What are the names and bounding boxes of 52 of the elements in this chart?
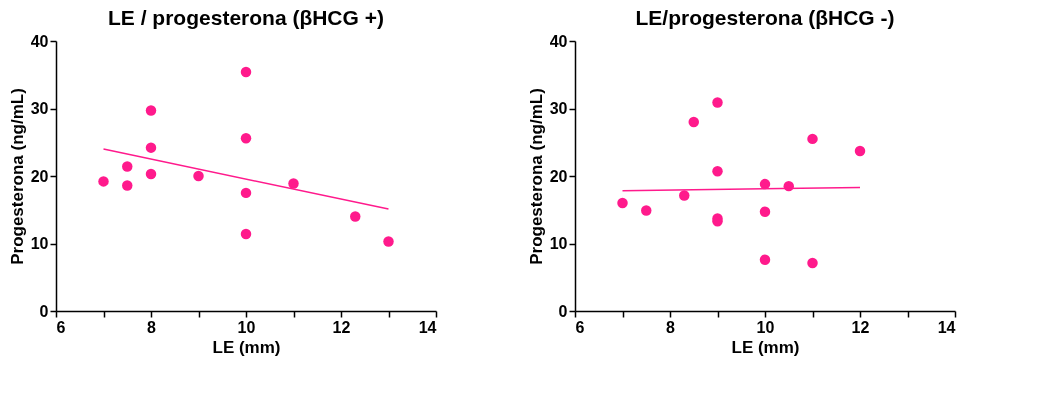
y-tick-label: 0 [39, 302, 49, 320]
y-tick-label: 20 [549, 167, 568, 185]
y-axis-title: Progesterona (ng/mL) [7, 88, 27, 265]
point [240, 132, 252, 144]
point [807, 133, 818, 145]
chart-title: LE/progesterona (βHCG -) [635, 6, 895, 29]
point [383, 236, 394, 247]
x-tick-label: 6 [575, 318, 585, 336]
x-tick-label: 10 [756, 318, 775, 336]
x-axis-title: LE (mm) [731, 337, 800, 357]
x-tick-label: 6 [56, 318, 66, 336]
point [98, 176, 109, 187]
point [759, 206, 771, 218]
point [712, 97, 723, 108]
y-tick-label: 40 [30, 32, 49, 50]
point [679, 190, 690, 201]
y-tick-label: 0 [558, 302, 568, 320]
point [759, 254, 771, 265]
y-tick-label: 30 [549, 100, 568, 117]
x-tick-label: 8 [666, 318, 676, 336]
x-tick-label: 10 [237, 318, 256, 336]
point [240, 228, 252, 240]
point [122, 180, 133, 191]
point [240, 187, 252, 199]
y-axis-title: Progesterona (ng/mL) [526, 88, 546, 265]
point [807, 257, 818, 269]
y-tick-label: 10 [549, 235, 568, 252]
x-tick-label: 12 [851, 318, 870, 336]
y-tick-label: 30 [30, 100, 49, 117]
point [712, 166, 723, 177]
x-tick-label: 14 [937, 318, 956, 336]
y-tick-label: 40 [549, 32, 568, 50]
point [617, 197, 628, 209]
point [145, 105, 157, 116]
x-tick-label: 12 [332, 318, 351, 336]
point [759, 178, 771, 190]
point [193, 170, 204, 182]
point [350, 211, 361, 222]
x-tick-label: 14 [418, 318, 437, 336]
point [641, 205, 652, 216]
x-tick-label: 8 [147, 318, 157, 336]
y-tick-label: 20 [30, 167, 49, 185]
point [288, 178, 299, 189]
chart-title: LE / progesterona (βHCG +) [108, 6, 384, 29]
point [145, 168, 157, 180]
point [145, 142, 157, 153]
point [240, 66, 252, 78]
x-axis-title: LE (mm) [212, 337, 281, 357]
y-tick-label: 10 [30, 235, 49, 252]
point [688, 116, 699, 128]
point [854, 145, 866, 157]
point [122, 161, 133, 172]
